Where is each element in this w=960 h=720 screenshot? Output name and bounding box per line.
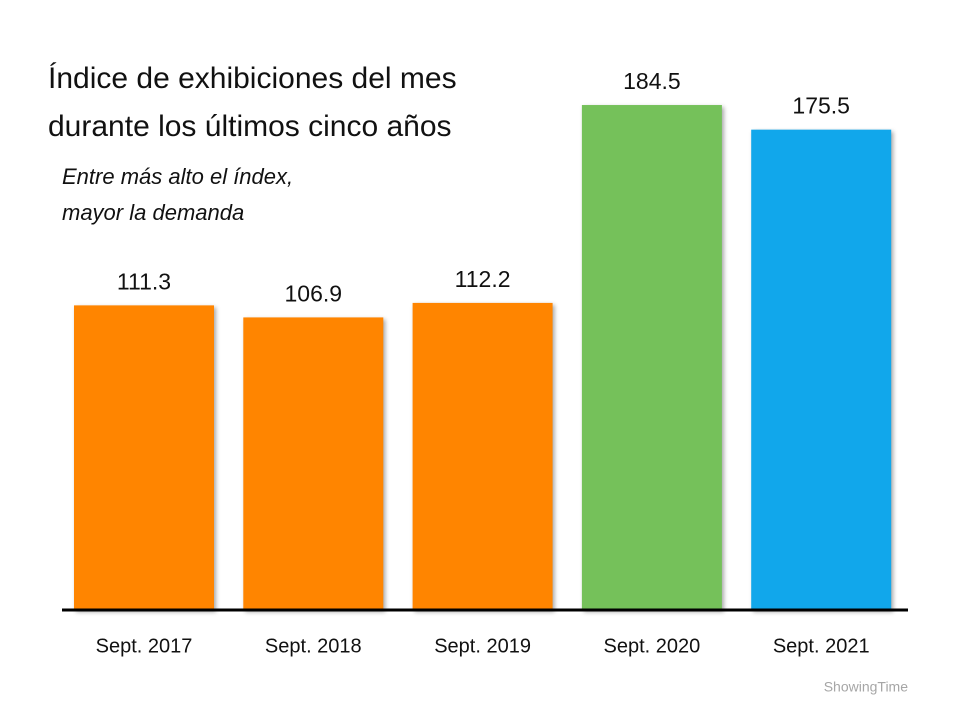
x-tick-label: Sept. 2017	[96, 635, 193, 657]
source: ShowingTime	[824, 679, 909, 695]
value-label: 112.2	[455, 266, 511, 292]
chart-title: Índice de exhibiciones del mes	[48, 62, 457, 95]
value-label: 106.9	[285, 280, 343, 306]
value-label: 111.3	[117, 268, 171, 294]
chart-title: durante los últimos cinco años	[48, 110, 452, 143]
bar	[581, 105, 722, 610]
chart-subtitle: Entre más alto el índex,	[62, 164, 293, 189]
x-tick-label: Sept. 2020	[604, 635, 701, 657]
x-tick-label: Sept. 2018	[265, 635, 362, 657]
x-tick-label: Sept. 2021	[773, 635, 870, 657]
value-label: 175.5	[792, 93, 850, 119]
bar	[243, 317, 384, 610]
bar	[74, 305, 214, 610]
chart-subtitle: mayor la demanda	[62, 200, 244, 225]
value-label: 184.5	[623, 68, 681, 94]
bar	[751, 129, 892, 610]
x-tick-label: Sept. 2019	[434, 635, 531, 657]
bar	[412, 302, 553, 610]
